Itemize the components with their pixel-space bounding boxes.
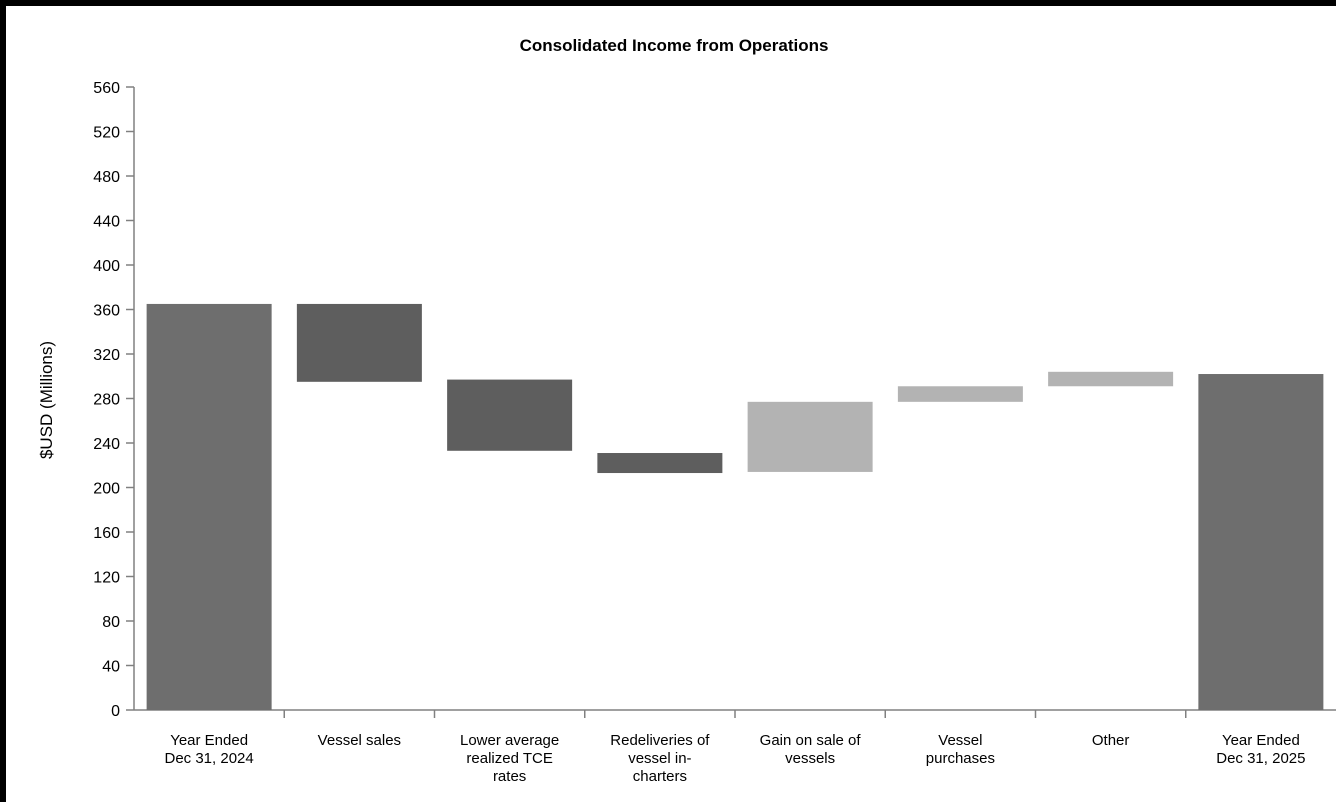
category-label: Redeliveries of vessel in-charters (610, 732, 710, 785)
y-tick-label: 80 (102, 614, 120, 631)
category-label: Gain on sale of vessels (760, 732, 862, 767)
bar-decrease (447, 379, 573, 451)
y-tick-label: 360 (93, 303, 120, 320)
x-axis (134, 709, 1336, 718)
y-tick-label: 280 (93, 392, 120, 409)
bar-decrease (597, 453, 723, 474)
chart-title: Consolidated Income from Operations (519, 36, 829, 55)
category-labels: Year Ended Dec 31, 2024 Vessel sales Lower … (165, 732, 1306, 785)
bar-increase (1048, 371, 1174, 387)
bars (146, 303, 1324, 710)
y-tick-label: 440 (93, 214, 120, 231)
y-tick-label: 480 (93, 169, 120, 186)
category-label: Vessel sales (318, 732, 401, 749)
y-tick-label: 320 (93, 347, 120, 364)
bar-total (146, 303, 272, 710)
y-tick-label: 400 (93, 258, 120, 275)
y-tick-label: 160 (93, 525, 120, 542)
bar-decrease (296, 303, 422, 382)
category-label: Year Ended Dec 31, 2024 (165, 732, 254, 767)
category-label: Lower average realized TCE rates (460, 732, 559, 785)
category-label: Year Ended Dec 31, 2025 (1216, 732, 1305, 767)
y-tick-label: 40 (102, 659, 120, 676)
bar-total (1198, 374, 1324, 710)
category-label: Vessel purchases (926, 732, 995, 767)
y-tick-label: 240 (93, 436, 120, 453)
bar-increase (897, 386, 1023, 402)
y-axis-label: $USD (Millions) (37, 341, 56, 459)
category-label: Other (1092, 732, 1130, 749)
y-tick-label: 520 (93, 125, 120, 142)
y-tick-label: 0 (111, 703, 120, 720)
bar-increase (747, 401, 873, 472)
y-tick-label: 560 (93, 80, 120, 97)
y-tick-label: 200 (93, 481, 120, 498)
y-tick-label: 120 (93, 570, 120, 587)
y-axis: 0 40 80 120 160 200 240 280 320 360 400 440 480 520 56… (93, 80, 135, 720)
